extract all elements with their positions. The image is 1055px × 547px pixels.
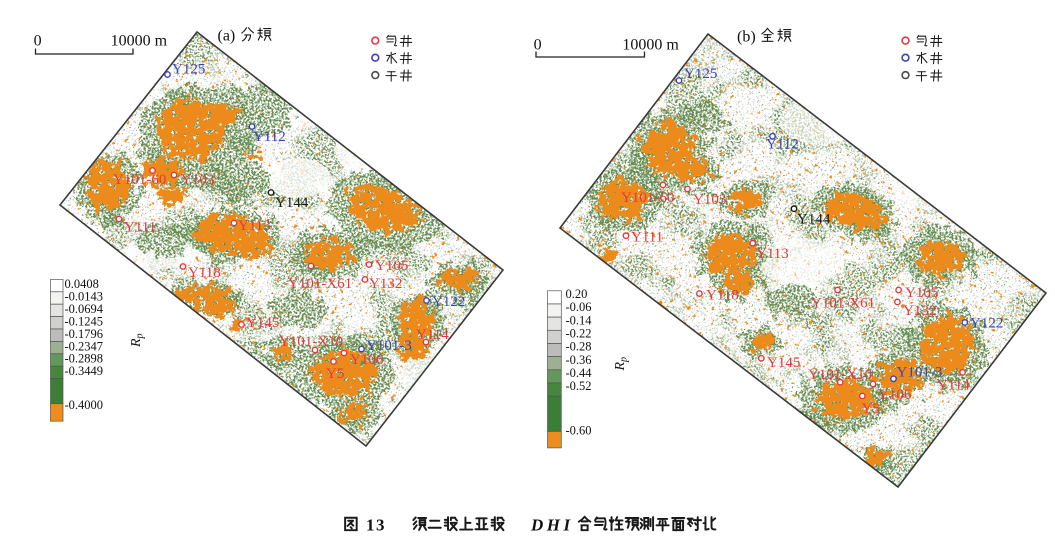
svg-text:Y112: Y112 xyxy=(253,129,286,145)
svg-text:-0.60: -0.60 xyxy=(566,424,592,438)
svg-text:0: 0 xyxy=(34,33,42,50)
svg-text:Y101-X61: Y101-X61 xyxy=(811,296,875,312)
svg-text:Y103: Y103 xyxy=(181,172,214,188)
svg-text:Rp: Rp xyxy=(129,333,146,348)
svg-text:Y5: Y5 xyxy=(326,366,344,382)
svg-text:Y106: Y106 xyxy=(878,387,912,403)
svg-text:Y145: Y145 xyxy=(767,355,800,371)
svg-text:Y118: Y118 xyxy=(706,288,739,304)
svg-text:Y103: Y103 xyxy=(693,192,726,208)
svg-text:Y132: Y132 xyxy=(903,303,936,319)
svg-text:Y101-X10: Y101-X10 xyxy=(279,334,343,350)
svg-text:Y111: Y111 xyxy=(631,230,663,246)
svg-text:Y113: Y113 xyxy=(756,246,789,262)
svg-text:-0.36: -0.36 xyxy=(566,353,592,367)
svg-text:Y111: Y111 xyxy=(124,220,156,236)
svg-text:-0.28: -0.28 xyxy=(566,340,592,354)
svg-text:0.0408: 0.0408 xyxy=(65,277,99,291)
svg-text:Y118: Y118 xyxy=(188,265,221,281)
svg-text:Y5: Y5 xyxy=(862,401,880,417)
svg-text:Y114: Y114 xyxy=(937,377,970,393)
svg-text:Y112: Y112 xyxy=(766,137,799,153)
svg-text:Y106: Y106 xyxy=(350,352,384,368)
svg-text:Y125: Y125 xyxy=(684,66,717,82)
svg-text:-0.1245: -0.1245 xyxy=(65,315,104,329)
svg-text:Y105: Y105 xyxy=(375,258,408,274)
svg-text:-0.2347: -0.2347 xyxy=(65,339,104,353)
svg-text:10000 m: 10000 m xyxy=(111,33,168,50)
svg-text:0: 0 xyxy=(534,37,542,54)
svg-text:(a): (a) xyxy=(218,28,236,45)
svg-text:Y122: Y122 xyxy=(432,294,465,310)
svg-text:-0.52: -0.52 xyxy=(566,379,592,393)
svg-text:-0.14: -0.14 xyxy=(566,313,593,327)
svg-text:-0.06: -0.06 xyxy=(566,300,592,314)
svg-text:-0.4000: -0.4000 xyxy=(65,398,104,412)
svg-text:Y101-3: Y101-3 xyxy=(897,365,943,381)
svg-text:Y144: Y144 xyxy=(275,195,309,211)
svg-text:13: 13 xyxy=(366,516,386,535)
svg-text:DHI: DHI xyxy=(530,516,574,535)
svg-text:Y101-60: Y101-60 xyxy=(113,172,166,188)
svg-text:Y144: Y144 xyxy=(797,212,831,228)
svg-text:(b): (b) xyxy=(737,29,756,46)
svg-text:Y101-3: Y101-3 xyxy=(366,338,412,354)
svg-text:-0.0143: -0.0143 xyxy=(65,290,104,304)
svg-text:-0.2898: -0.2898 xyxy=(65,352,104,366)
svg-text:Y113: Y113 xyxy=(238,218,271,234)
svg-text:Y101-60: Y101-60 xyxy=(621,190,674,206)
svg-text:Y145: Y145 xyxy=(246,315,279,331)
svg-text:Y125: Y125 xyxy=(172,62,205,78)
svg-text:Y101-X10: Y101-X10 xyxy=(808,367,872,383)
svg-text:-0.0694: -0.0694 xyxy=(65,302,104,316)
svg-text:Rp: Rp xyxy=(613,357,630,372)
svg-text:-0.44: -0.44 xyxy=(566,366,593,380)
svg-text:-0.1796: -0.1796 xyxy=(65,327,104,341)
svg-text:Y114: Y114 xyxy=(416,327,449,343)
svg-text:-0.22: -0.22 xyxy=(566,327,592,341)
svg-text:Y105: Y105 xyxy=(905,285,938,301)
svg-text:0.20: 0.20 xyxy=(566,287,588,301)
svg-text:10000 m: 10000 m xyxy=(622,37,679,54)
svg-text:Y101-X61: Y101-X61 xyxy=(288,276,352,292)
svg-text:Y122: Y122 xyxy=(970,316,1003,332)
svg-text:-0.3449: -0.3449 xyxy=(65,364,104,378)
svg-text:Y132: Y132 xyxy=(369,276,402,292)
